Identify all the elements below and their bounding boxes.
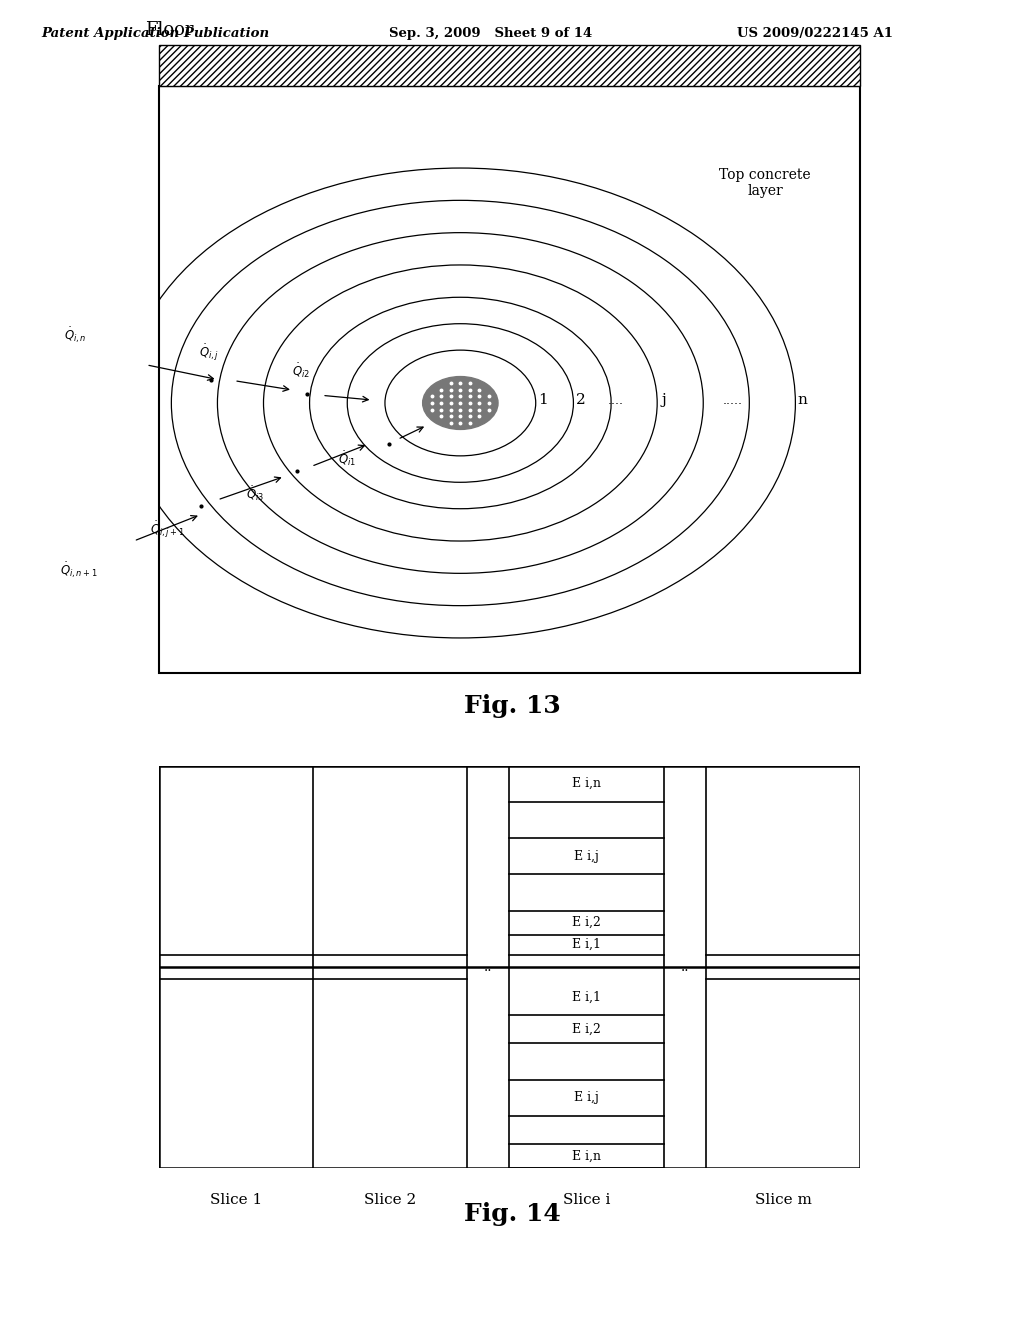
Text: 2: 2 xyxy=(575,393,586,407)
Text: E i,1: E i,1 xyxy=(572,939,601,952)
Text: Top concrete
layer: Top concrete layer xyxy=(720,168,811,198)
Text: E i,j: E i,j xyxy=(574,1092,599,1105)
Text: n: n xyxy=(798,393,807,407)
Text: Floor: Floor xyxy=(144,21,194,40)
Text: $\dot{Q}_{i,j+1}$: $\dot{Q}_{i,j+1}$ xyxy=(150,519,184,540)
Text: E i,1: E i,1 xyxy=(572,990,601,1003)
Text: Fig. 14: Fig. 14 xyxy=(464,1203,560,1226)
Text: Fig. 13: Fig. 13 xyxy=(464,694,560,718)
Text: ..: .. xyxy=(484,960,493,974)
Text: Slice i: Slice i xyxy=(563,1193,610,1208)
Text: j: j xyxy=(662,393,667,407)
Text: US 2009/0222145 A1: US 2009/0222145 A1 xyxy=(737,26,893,40)
Bar xyxy=(159,45,860,86)
Text: E i,j: E i,j xyxy=(574,850,599,863)
Text: E i,2: E i,2 xyxy=(572,916,601,929)
Text: Slice 2: Slice 2 xyxy=(365,1193,417,1208)
Text: ....: .... xyxy=(607,393,624,407)
Text: $\dot{Q}_{i3}$: $\dot{Q}_{i3}$ xyxy=(246,484,264,503)
Text: Slice m: Slice m xyxy=(755,1193,811,1208)
Text: $\dot{Q}_{i2}$: $\dot{Q}_{i2}$ xyxy=(292,362,310,380)
Text: $\dot{Q}_{i,n}$: $\dot{Q}_{i,n}$ xyxy=(63,326,86,346)
Text: $\dot{Q}_{i,j}$: $\dot{Q}_{i,j}$ xyxy=(199,343,219,363)
Text: E i,n: E i,n xyxy=(572,1150,601,1163)
Text: $\dot{Q}_{i,n+1}$: $\dot{Q}_{i,n+1}$ xyxy=(60,561,98,581)
Ellipse shape xyxy=(423,376,498,429)
Text: E i,n: E i,n xyxy=(572,777,601,791)
Text: .....: ..... xyxy=(723,393,742,407)
Text: Slice 1: Slice 1 xyxy=(210,1193,262,1208)
Text: ..: .. xyxy=(681,960,689,974)
Text: Patent Application Publication: Patent Application Publication xyxy=(41,26,269,40)
Text: E i,2: E i,2 xyxy=(572,1023,601,1036)
Text: $\dot{Q}_{i1}$: $\dot{Q}_{i1}$ xyxy=(338,450,356,469)
Text: 1: 1 xyxy=(538,393,548,407)
Text: Sep. 3, 2009   Sheet 9 of 14: Sep. 3, 2009 Sheet 9 of 14 xyxy=(389,26,592,40)
